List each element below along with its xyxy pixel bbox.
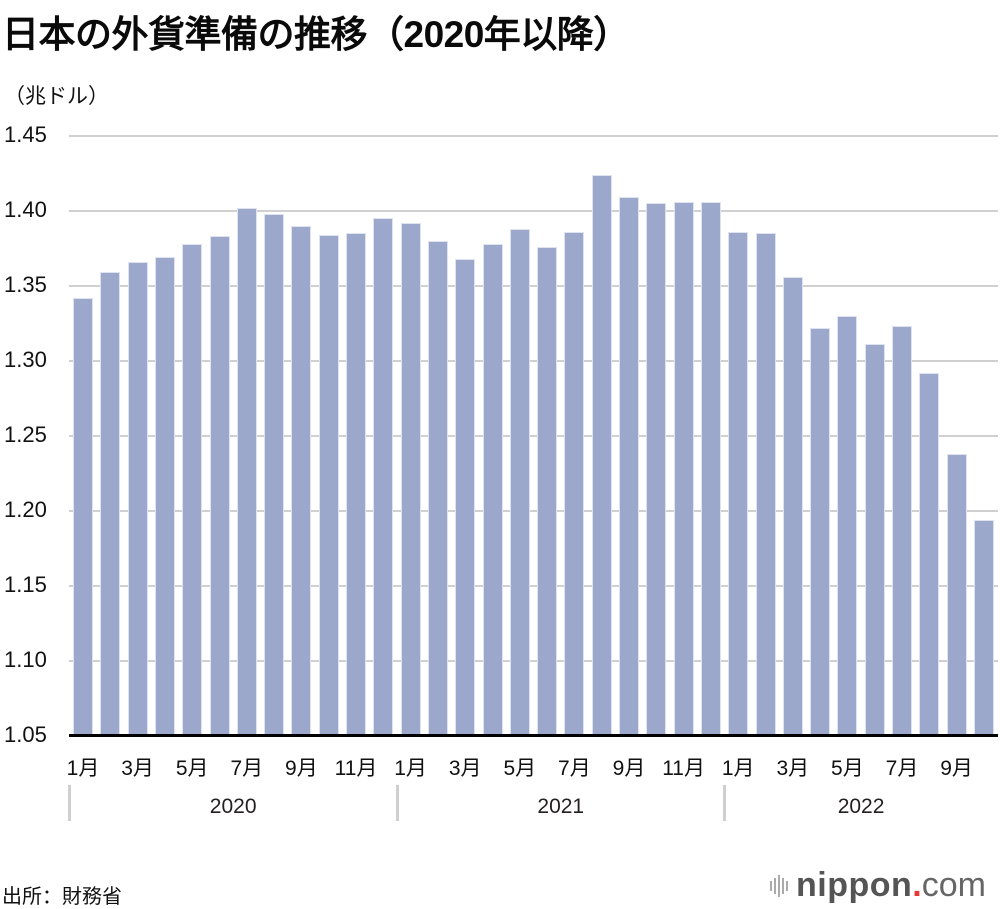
bar-2021-05 [509, 228, 530, 736]
x-tick-label: 9月 [940, 757, 973, 780]
bar-2020-10 [318, 234, 339, 736]
bar-2022-03 [782, 276, 803, 736]
x-tick-label: 5月 [831, 757, 864, 780]
x-tick-label: 1月 [66, 757, 100, 780]
bar-2020-11 [346, 233, 366, 736]
bar-2021-11 [673, 201, 694, 736]
year-label-2020: 2020 [209, 795, 257, 818]
x-tick-label: 11月 [334, 757, 378, 780]
logo-bars-icon [770, 874, 788, 897]
logo-suffix: com [921, 866, 986, 904]
nippon-com-logo: nippon. com [770, 866, 986, 905]
year-separator [395, 785, 399, 821]
year-label-2021: 2021 [537, 795, 585, 818]
x-tick-label: 7月 [885, 757, 919, 780]
bar-2020-01 [73, 297, 93, 736]
bar-2021-03 [455, 258, 476, 736]
y-tick-label: 1.20 [4, 496, 47, 522]
bar-2020-08 [264, 213, 285, 736]
x-tick-label: 3月 [448, 757, 482, 780]
logo-brand: nippon [796, 866, 913, 904]
bar-2021-06 [537, 246, 558, 736]
bar-2022-02 [755, 233, 776, 736]
y-tick-label: 1.10 [4, 646, 47, 672]
bar-2021-08 [591, 174, 612, 736]
bar-2021-07 [564, 231, 585, 736]
bar-2021-02 [427, 240, 448, 736]
gridline [69, 209, 998, 212]
bar-2020-12 [373, 218, 394, 736]
bar-2020-02 [100, 272, 121, 736]
bar-2022-08 [919, 372, 940, 736]
x-tick-label: 3月 [776, 757, 810, 780]
bar-2020-03 [127, 261, 148, 736]
x-tick-label: 9月 [285, 757, 318, 780]
gridline [69, 284, 998, 287]
x-tick-label: 9月 [612, 757, 646, 780]
gridline [69, 134, 998, 137]
x-tick-label: 11月 [662, 757, 705, 780]
y-tick-label: 1.45 [4, 121, 47, 147]
y-tick-label: 1.25 [4, 421, 47, 447]
bar-2020-04 [154, 257, 175, 736]
bar-2022-09 [946, 453, 967, 736]
x-axis-line [69, 734, 998, 737]
x-tick-label: 7月 [558, 757, 591, 780]
bar-2021-10 [646, 203, 667, 736]
gridline [69, 359, 998, 362]
bar-2021-01 [400, 222, 421, 736]
bar-2020-06 [209, 236, 230, 736]
gridline [69, 509, 998, 512]
bar-2020-05 [182, 243, 203, 736]
y-tick-label: 1.15 [4, 571, 47, 597]
x-tick-label: 5月 [175, 757, 209, 780]
y-tick-label: 1.05 [4, 721, 47, 747]
bar-2022-10 [973, 519, 994, 736]
logo-dot: . [912, 866, 922, 904]
source-note: 出所：財務省 [2, 886, 122, 908]
x-tick-label: 7月 [230, 757, 264, 780]
bar-2022-05 [837, 315, 858, 736]
year-label-2022: 2022 [837, 795, 885, 818]
chart-title: 日本の外貨準備の推移（2020年以降） [2, 14, 630, 55]
bar-2021-09 [619, 197, 639, 736]
bar-2022-07 [892, 326, 912, 736]
y-axis-unit-label: （兆ドル） [4, 85, 109, 108]
bar-2020-07 [236, 207, 257, 736]
year-separator [723, 785, 727, 821]
bar-2022-04 [810, 327, 831, 736]
x-tick-label: 3月 [121, 757, 154, 780]
gridline [69, 434, 998, 437]
bar-2022-01 [728, 231, 749, 736]
bar-2022-06 [864, 344, 885, 736]
bar-2020-09 [291, 225, 312, 736]
gridline [69, 659, 998, 662]
bar-2021-04 [482, 243, 503, 736]
bar-2021-12 [700, 201, 721, 736]
x-tick-label: 1月 [394, 757, 427, 780]
year-separator [68, 785, 71, 821]
y-tick-label: 1.40 [4, 196, 47, 222]
x-tick-label: 1月 [721, 757, 755, 780]
y-tick-label: 1.30 [4, 346, 47, 372]
y-tick-label: 1.35 [4, 271, 47, 297]
gridline [69, 584, 998, 587]
x-tick-label: 5月 [503, 757, 537, 780]
